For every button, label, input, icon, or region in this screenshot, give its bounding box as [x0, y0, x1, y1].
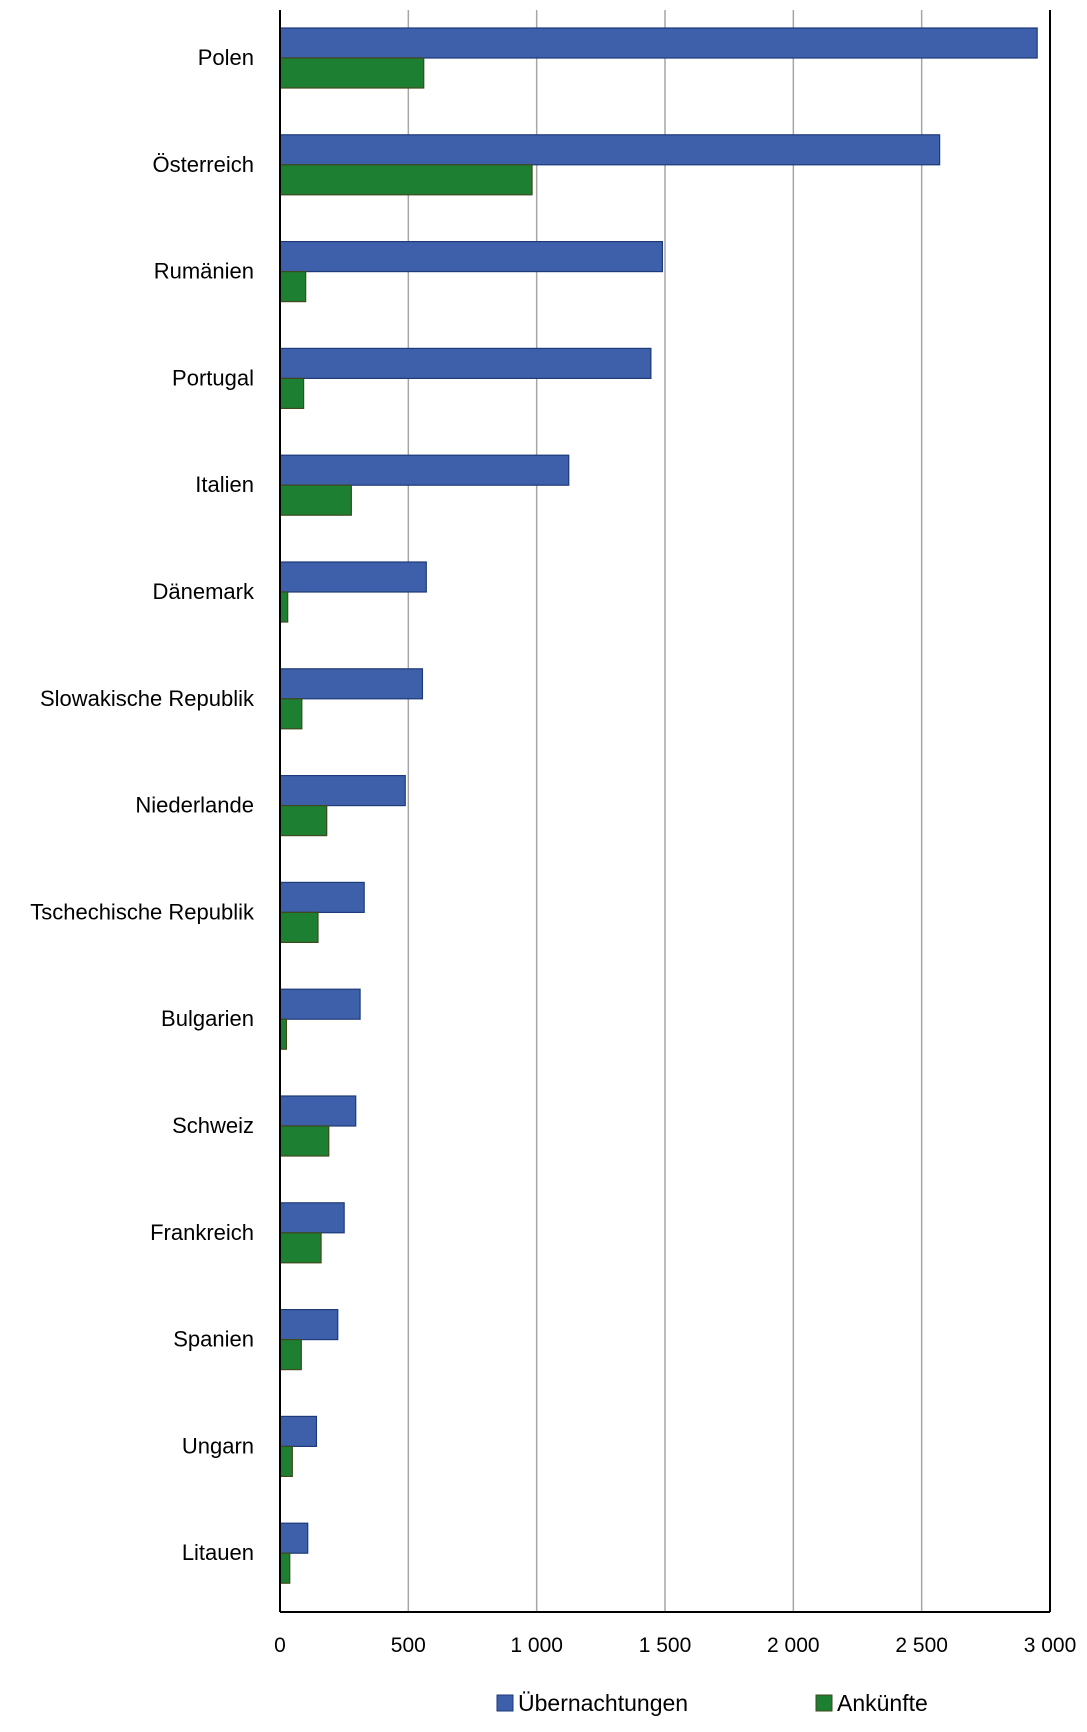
bar-uebernachtungen [279, 561, 427, 593]
bar-uebernachtungen [279, 347, 652, 379]
category-label: Polen [198, 45, 254, 70]
x-tick-label: 1 500 [639, 1634, 692, 1657]
grid-lines [407, 10, 923, 1612]
category-label: Österreich [153, 152, 254, 177]
bar-ankuenfte [279, 1552, 291, 1584]
category-label: Dänemark [153, 579, 255, 604]
category-label: Niederlande [135, 793, 254, 818]
bar-uebernachtungen [279, 1095, 357, 1127]
x-tick-label: 500 [391, 1634, 426, 1657]
bar-ankuenfte [279, 57, 425, 89]
bar-uebernachtungen [279, 1308, 339, 1341]
category-label: Spanien [173, 1327, 254, 1352]
category-label: Frankreich [150, 1220, 254, 1245]
category-label: Tschechische Republik [30, 899, 255, 924]
category-label: Bulgarien [161, 1006, 254, 1031]
category-label: Rumänien [154, 259, 254, 284]
legend: Übernachtungen Ankünfte [496, 1690, 928, 1716]
category-label: Slowakische Republik [40, 686, 255, 711]
bar-ankuenfte [279, 911, 319, 944]
bar-ankuenfte [279, 377, 305, 409]
bar-uebernachtungen [279, 1522, 309, 1554]
category-label: Portugal [172, 365, 254, 390]
legend-ankuenfte-label: Ankünfte [837, 1690, 928, 1716]
bar-uebernachtungen [279, 1415, 318, 1448]
bar-uebernachtungen [279, 774, 406, 807]
legend-uebernachtungen-swatch [496, 1694, 514, 1712]
bar-ankuenfte [279, 804, 328, 837]
category-label: Italien [195, 472, 254, 497]
bar-uebernachtungen [279, 134, 941, 166]
bar-uebernachtungen [279, 1202, 345, 1234]
bar-uebernachtungen [279, 241, 664, 273]
legend-ankuenfte-swatch [815, 1694, 833, 1712]
x-tick-label: 2 500 [895, 1634, 948, 1657]
x-tick-label: 1 000 [510, 1634, 563, 1657]
bar-ankuenfte [279, 164, 533, 196]
bar-uebernachtungen [279, 988, 361, 1020]
x-tick-label: 2 000 [767, 1634, 820, 1657]
bar-ankuenfte [279, 1232, 322, 1264]
bar-ankuenfte [279, 271, 307, 303]
category-label: Ungarn [182, 1433, 254, 1458]
x-tick-label: 3 000 [1024, 1634, 1077, 1657]
bar-uebernachtungen [279, 27, 1038, 59]
bar-uebernachtungen [279, 454, 570, 486]
category-label: Litauen [182, 1540, 254, 1565]
bar-uebernachtungen [279, 668, 424, 700]
bar-uebernachtungen [279, 881, 365, 914]
legend-uebernachtungen-label: Übernachtungen [518, 1690, 688, 1716]
bar-ankuenfte [279, 698, 303, 730]
category-labels: Polen Österreich Rumänien Portugal Italien Dä… [30, 45, 255, 1565]
category-label: Schweiz [172, 1113, 254, 1138]
bar-ankuenfte [279, 1445, 293, 1478]
x-tick-labels: 0 500 1 000 1 500 2 000 2 500 3 000 [274, 1634, 1076, 1657]
bar-ankuenfte [279, 1125, 330, 1157]
bar-ankuenfte [279, 591, 289, 623]
bars [279, 27, 1038, 1584]
bar-ankuenfte [279, 484, 352, 516]
x-tick-label: 0 [274, 1634, 286, 1657]
axes [279, 10, 1051, 1613]
bar-ankuenfte [279, 1338, 302, 1371]
